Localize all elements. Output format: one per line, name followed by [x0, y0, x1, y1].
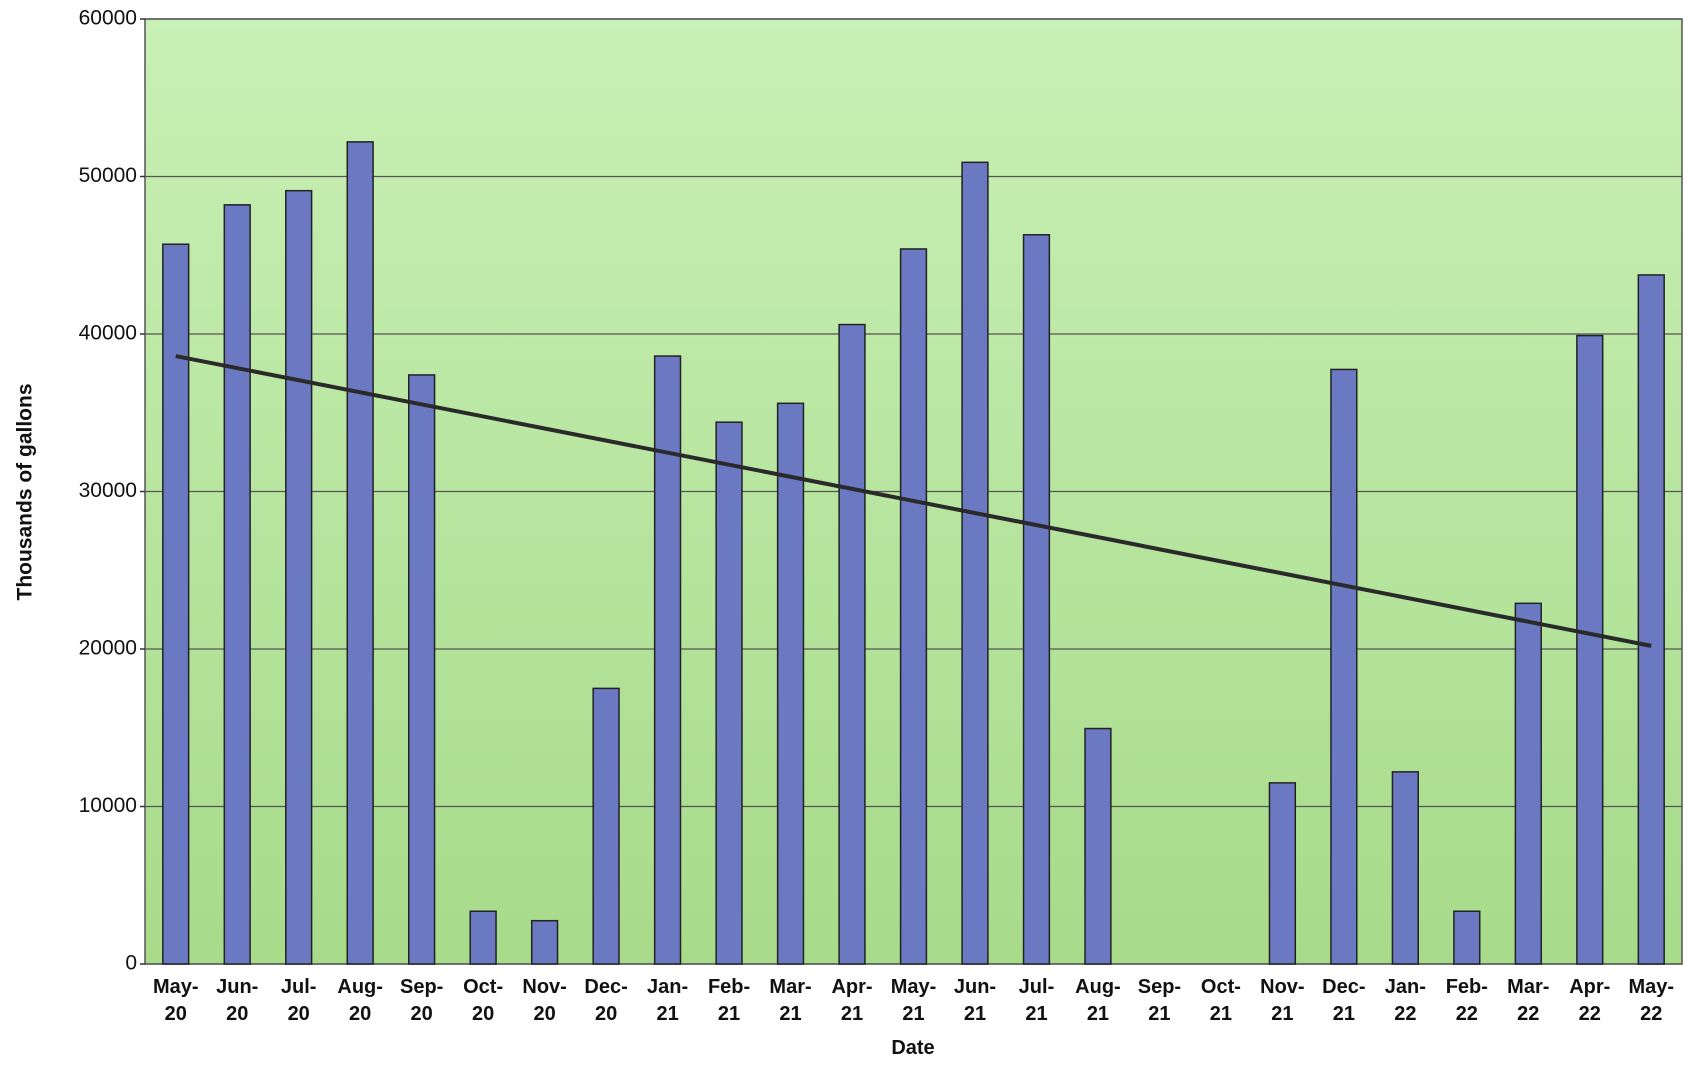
x-tick-label: Nov- 21: [1260, 976, 1305, 1025]
x-tick-label: Jul- 21: [1018, 976, 1055, 1025]
x-tick-label: Apr- 22: [1569, 976, 1611, 1025]
bar: [961, 161, 989, 965]
x-tick-label: Jun- 20: [216, 976, 259, 1025]
bar: [1084, 727, 1112, 965]
bar: [1576, 334, 1604, 965]
bar: [1391, 771, 1420, 965]
bar: [530, 919, 559, 965]
y-tick-label: 0: [125, 952, 137, 975]
x-tick-label: Apr- 21: [831, 976, 873, 1025]
x-tick-label: Feb- 21: [707, 976, 751, 1025]
bar: [285, 189, 313, 965]
y-axis-title: Thousands of gallons: [14, 383, 37, 600]
x-tick-label: Nov- 20: [522, 976, 567, 1025]
y-tick-label: 60000: [79, 7, 137, 30]
x-tick-label: Jul- 20: [280, 976, 317, 1025]
x-tick-label: Dec- 20: [584, 976, 628, 1025]
bar: [469, 910, 497, 965]
bar: [1022, 234, 1051, 965]
x-tick-label: Dec- 21: [1322, 976, 1366, 1025]
x-tick-label: Sep- 21: [1137, 976, 1182, 1025]
x-tick-label: Oct- 20: [463, 976, 504, 1025]
x-tick-label: Jan- 22: [1384, 976, 1426, 1025]
x-tick-label: Aug- 20: [337, 976, 383, 1025]
bar: [1637, 274, 1665, 965]
bar: [1330, 368, 1358, 965]
bar: [838, 323, 866, 965]
y-tick-label: 40000: [79, 322, 137, 345]
bar: [776, 402, 805, 965]
x-tick-label: Oct- 21: [1200, 976, 1241, 1025]
bar: [407, 374, 436, 965]
x-tick-label: May- 20: [152, 976, 199, 1025]
trend-line: [175, 354, 1652, 648]
x-tick-label: Mar- 22: [1507, 976, 1550, 1025]
x-tick-label: May- 22: [1628, 976, 1675, 1025]
x-tick-label: Aug- 21: [1075, 976, 1121, 1025]
x-tick-label: Feb- 22: [1445, 976, 1488, 1025]
bar: [899, 248, 928, 965]
bar: [223, 204, 251, 965]
bar: [653, 355, 682, 965]
x-tick-label: Sep- 20: [399, 976, 444, 1025]
y-tick-label: 20000: [79, 637, 137, 660]
bar: [346, 141, 374, 965]
x-tick-label: Mar- 21: [769, 976, 812, 1025]
bar: [592, 687, 620, 965]
y-tick-label: 10000: [79, 794, 137, 817]
x-tick-label: Jan- 21: [647, 976, 689, 1025]
bar: [1268, 782, 1297, 965]
bar: [162, 243, 190, 965]
bar: [1514, 602, 1542, 965]
bar: [715, 421, 743, 965]
bar: [1453, 910, 1481, 965]
y-tick-label: 50000: [79, 164, 137, 187]
y-tick-label: 30000: [79, 479, 137, 502]
x-tick-label: Jun- 21: [953, 976, 997, 1025]
x-axis-title: Date: [891, 1037, 935, 1059]
x-tick-label: May- 21: [890, 976, 937, 1025]
